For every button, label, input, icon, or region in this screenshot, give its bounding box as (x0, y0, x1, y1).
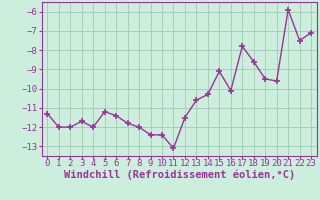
X-axis label: Windchill (Refroidissement éolien,°C): Windchill (Refroidissement éolien,°C) (64, 169, 295, 180)
